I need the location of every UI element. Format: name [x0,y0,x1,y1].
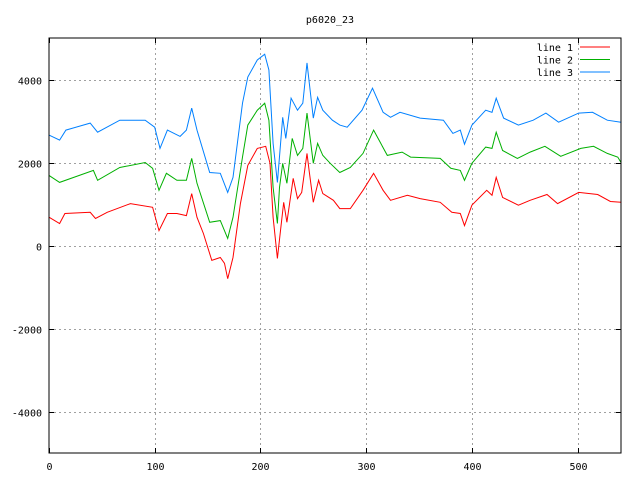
y-tick-label: -2000 [12,326,42,337]
x-tick-label: 100 [146,462,164,473]
x-tick-label: 0 [46,462,52,473]
y-tick-label: 0 [36,243,42,254]
x-tick-label: 200 [251,462,269,473]
grid [49,38,621,453]
y-tick-label: -4000 [12,409,42,420]
legend-label: line 1 [537,43,573,54]
chart-title: p6020_23 [306,15,354,26]
y-tick-label: 4000 [18,77,42,88]
series-line-1 [48,145,622,279]
series-line-2 [48,102,622,240]
x-tick-label: 300 [357,462,375,473]
legend-label: line 3 [537,68,573,79]
series-group [48,53,622,279]
x-tick-label: 500 [569,462,587,473]
y-tick-label: 2000 [18,160,42,171]
x-tick-label: 400 [463,462,481,473]
ticks: 0 100 200 300 400 500 -4000 -2000 0 2000 4000 [12,38,621,473]
legend-label: line 2 [537,56,573,67]
plot-frame [48,37,622,454]
series-line-3 [48,53,622,194]
